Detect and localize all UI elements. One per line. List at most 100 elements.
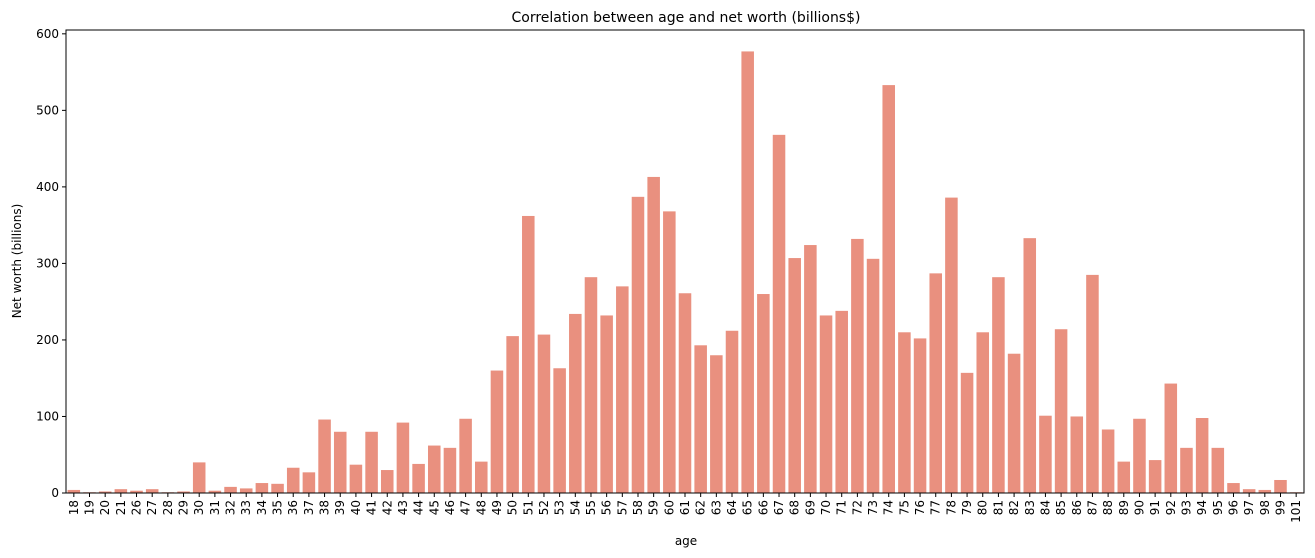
bar-age-20 <box>98 491 112 493</box>
x-tick-label: 58 <box>631 500 645 515</box>
x-axis-ticks: 18 19 20 21 26 27 28 29 30 31 32 33 34 35 36 37 38 39 40 41… <box>67 493 1303 523</box>
bar-age-62 <box>694 345 707 493</box>
y-tick-label: 200 <box>36 333 59 347</box>
x-tick-label: 41 <box>365 500 379 515</box>
x-axis-label: age <box>675 534 697 548</box>
x-tick-label: 20 <box>98 500 112 515</box>
x-tick-label: 49 <box>490 500 504 515</box>
y-tick-label: 300 <box>36 256 59 270</box>
plot-frame <box>65 29 1305 494</box>
y-tick-label: 400 <box>36 180 59 194</box>
bar-age-72 <box>851 238 864 493</box>
bar-age-90 <box>1133 418 1146 493</box>
bar-age-64 <box>725 330 739 493</box>
x-tick-label: 88 <box>1101 500 1115 515</box>
bar-age-47 <box>459 418 472 493</box>
x-tick-label: 59 <box>647 500 661 515</box>
x-tick-label: 39 <box>333 500 347 515</box>
x-tick-label: 99 <box>1273 500 1287 515</box>
bar-age-65 <box>741 51 754 493</box>
x-tick-label: 76 <box>913 500 927 515</box>
x-tick-label: 73 <box>866 500 880 515</box>
x-tick-label: 64 <box>725 500 739 515</box>
x-tick-label: 32 <box>224 500 238 515</box>
x-tick-label: 42 <box>380 500 394 515</box>
x-tick-label: 46 <box>443 500 457 515</box>
bar-age-91 <box>1148 460 1162 493</box>
bar-age-59 <box>647 176 660 493</box>
bar-age-82 <box>1007 353 1021 493</box>
bar-age-40 <box>349 464 363 493</box>
chart-title: Correlation between age and net worth (b… <box>512 10 861 26</box>
x-tick-label: 27 <box>145 500 159 515</box>
x-tick-label: 93 <box>1179 500 1193 515</box>
bar-age-58 <box>631 196 645 493</box>
y-axis-label: Net worth (billions) <box>10 204 24 319</box>
x-tick-label: 95 <box>1211 500 1225 515</box>
x-tick-label: 91 <box>1148 500 1162 515</box>
bar-age-46 <box>443 447 457 493</box>
bar-age-43 <box>396 422 410 493</box>
bar-age-93 <box>1180 447 1193 493</box>
y-tick-label: 600 <box>36 27 59 41</box>
x-tick-label: 55 <box>584 500 598 515</box>
x-tick-label: 47 <box>459 500 473 515</box>
x-tick-label: 101 <box>1289 500 1303 523</box>
bar-age-34 <box>255 483 269 493</box>
x-tick-label: 45 <box>427 500 441 515</box>
bar-age-50 <box>506 336 519 493</box>
bar-age-45 <box>427 445 441 493</box>
x-tick-label: 34 <box>255 500 269 515</box>
x-tick-label: 54 <box>568 500 582 515</box>
x-tick-label: 33 <box>239 500 253 515</box>
bar-age-37 <box>302 472 316 493</box>
bar-age-44 <box>412 463 425 493</box>
bar-age-73 <box>866 258 880 493</box>
x-tick-label: 57 <box>615 500 629 515</box>
bar-age-94 <box>1195 418 1209 493</box>
bar-age-86 <box>1070 416 1084 493</box>
bar-age-76 <box>913 338 927 493</box>
x-tick-label: 86 <box>1070 500 1084 515</box>
bar-age-51 <box>522 215 535 494</box>
bar-age-78 <box>945 197 958 494</box>
bar-age-49 <box>490 370 504 493</box>
bar-age-41 <box>365 431 378 493</box>
x-tick-label: 69 <box>803 500 817 515</box>
x-tick-label: 65 <box>741 500 755 515</box>
x-tick-label: 90 <box>1132 500 1146 515</box>
x-tick-label: 18 <box>67 500 81 515</box>
x-tick-label: 38 <box>318 500 332 515</box>
x-tick-label: 85 <box>1054 500 1068 515</box>
bar-age-74 <box>882 85 895 493</box>
bar-age-56 <box>600 315 613 493</box>
bar-age-38 <box>318 419 331 493</box>
bar-age-26 <box>130 490 143 493</box>
bar-age-30 <box>192 462 206 493</box>
x-tick-label: 92 <box>1164 500 1178 515</box>
bar-age-88 <box>1101 429 1115 493</box>
x-tick-label: 31 <box>208 500 222 515</box>
x-tick-label: 50 <box>506 500 520 515</box>
bar-age-68 <box>788 258 801 493</box>
x-tick-label: 43 <box>396 500 410 515</box>
bar-age-57 <box>616 286 629 493</box>
bar-age-33 <box>239 488 253 493</box>
bar-age-71 <box>835 310 848 493</box>
bar-age-53 <box>553 368 566 493</box>
x-tick-label: 70 <box>819 500 833 515</box>
bar-age-31 <box>208 490 222 493</box>
x-tick-label: 19 <box>83 500 97 515</box>
bar-age-97 <box>1242 489 1256 493</box>
x-tick-label: 84 <box>1038 500 1052 515</box>
y-axis-ticks: 0 100 200 300 400 500 600 <box>36 27 66 500</box>
bar-age-87 <box>1086 274 1099 493</box>
bar-age-67 <box>772 134 786 493</box>
bar-age-48 <box>475 461 488 493</box>
x-tick-label: 82 <box>1007 500 1021 515</box>
x-tick-label: 96 <box>1226 500 1240 515</box>
x-tick-label: 74 <box>882 500 896 515</box>
bar-age-70 <box>819 315 833 493</box>
bar-age-95 <box>1211 447 1225 493</box>
x-tick-label: 51 <box>521 500 535 515</box>
